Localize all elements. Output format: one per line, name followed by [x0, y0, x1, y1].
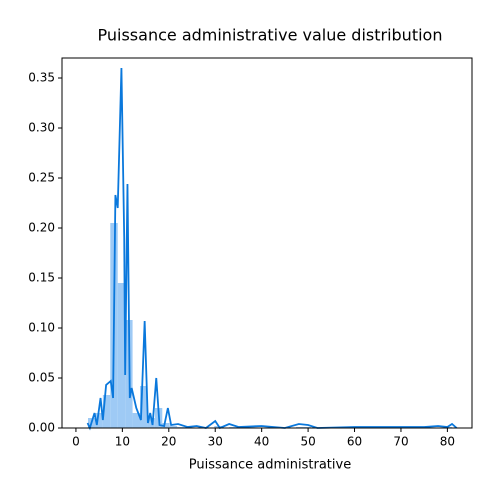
bar [117, 283, 126, 428]
y-tick-label: 0.20 [28, 221, 55, 235]
bar [147, 418, 155, 428]
x-tick-label: 0 [72, 435, 80, 449]
x-tick-label: 60 [347, 435, 362, 449]
x-tick-label: 50 [300, 435, 315, 449]
bar [132, 413, 141, 428]
bar [162, 423, 170, 428]
bar [102, 395, 111, 428]
x-axis-label: Puissance administrative [189, 458, 351, 473]
bar [95, 413, 103, 428]
x-tick-label: 80 [440, 435, 455, 449]
x-tick-label: 70 [393, 435, 408, 449]
kde-line [86, 67, 458, 431]
y-tick-label: 0.30 [28, 121, 55, 135]
y-tick-label: 0.25 [28, 171, 55, 185]
y-tick-label: 0.15 [28, 271, 55, 285]
bar [140, 386, 148, 428]
x-tick-label: 20 [161, 435, 176, 449]
y-tick-label: 0.00 [28, 421, 55, 435]
chart-title: Puissance administrative value distribut… [98, 26, 443, 45]
x-tick-label: 30 [208, 435, 223, 449]
bar [214, 426, 222, 428]
y-tick-label: 0.10 [28, 321, 55, 335]
bar [169, 426, 178, 428]
y-tick-label: 0.05 [28, 371, 55, 385]
x-tick-label: 40 [254, 435, 269, 449]
y-tick-label: 0.35 [28, 71, 55, 85]
axes-frame [61, 57, 473, 429]
x-tick-label: 10 [115, 435, 130, 449]
